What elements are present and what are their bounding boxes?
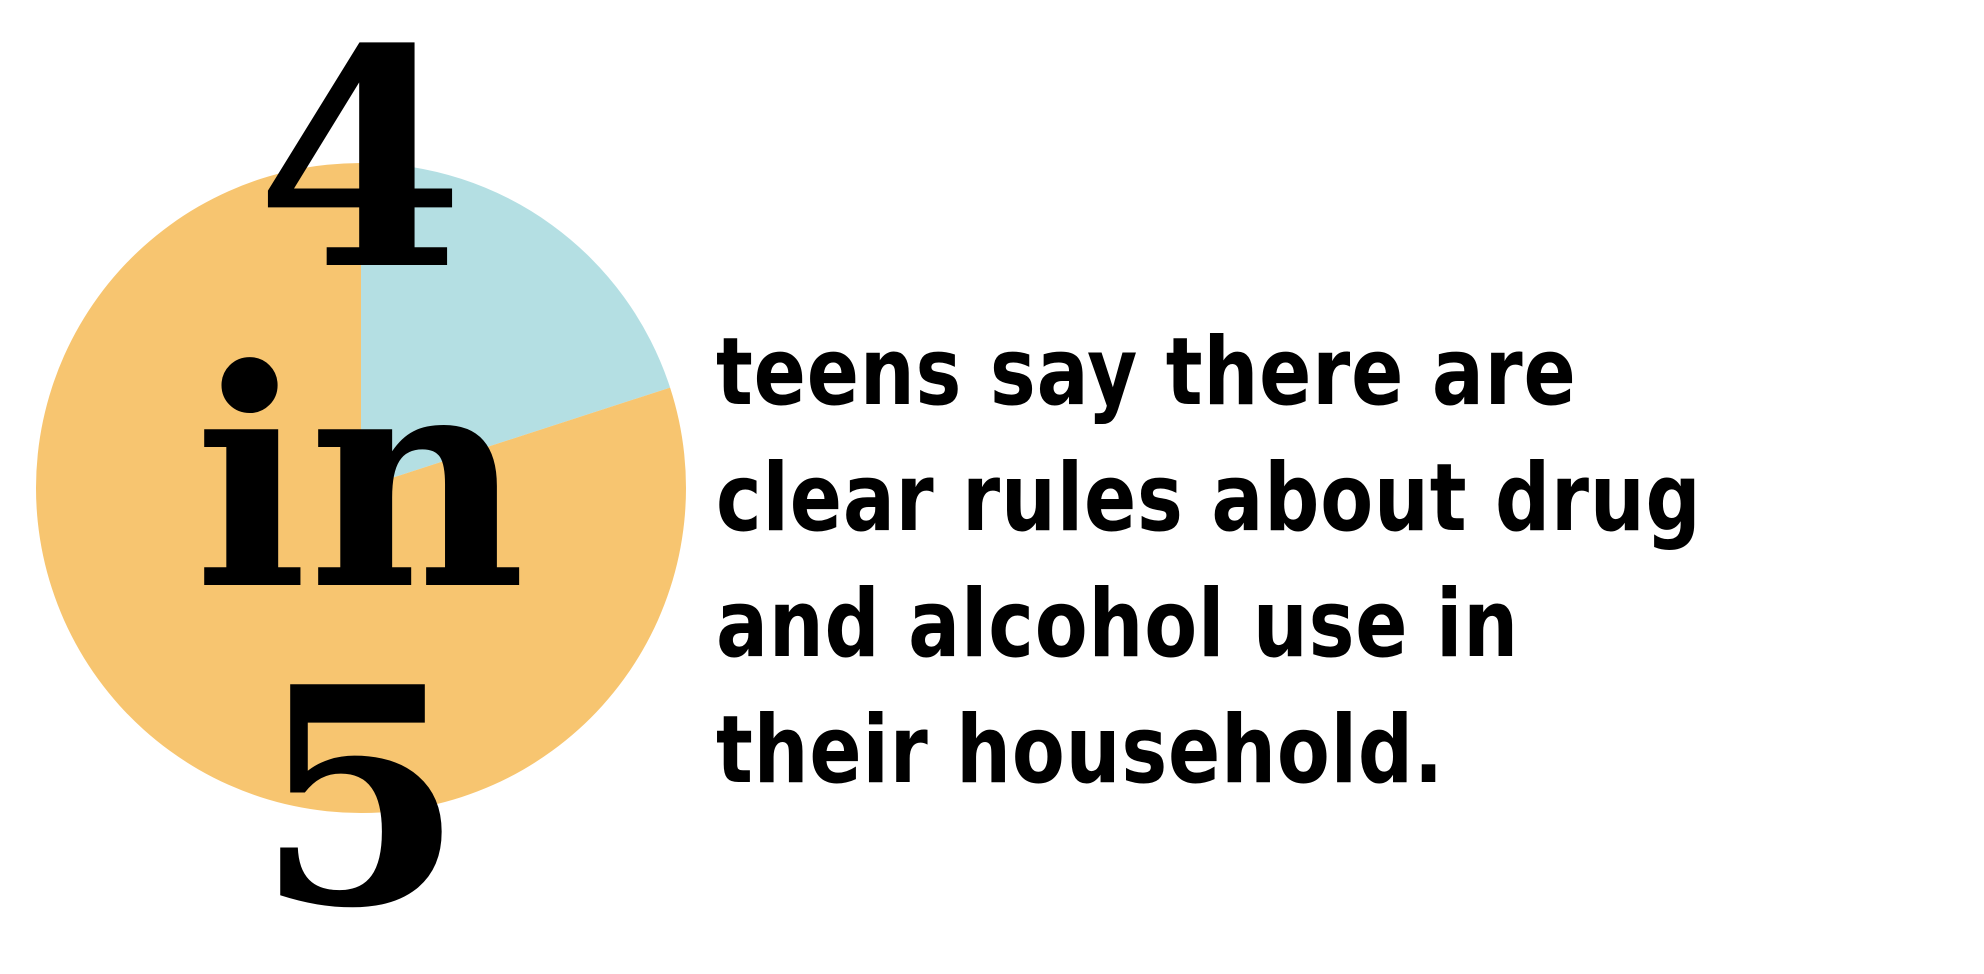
- pie-slice-minor: [361, 163, 671, 488]
- pie-slices: [36, 163, 687, 813]
- pie-chart: [36, 163, 687, 813]
- stat-denominator: 5: [255, 621, 465, 974]
- stat-connector: in: [193, 303, 527, 656]
- caption-text: teens say there are clear rules about dr…: [716, 318, 1702, 805]
- pie-slice-major: [36, 163, 687, 813]
- stat-numerator: 4: [255, 0, 465, 336]
